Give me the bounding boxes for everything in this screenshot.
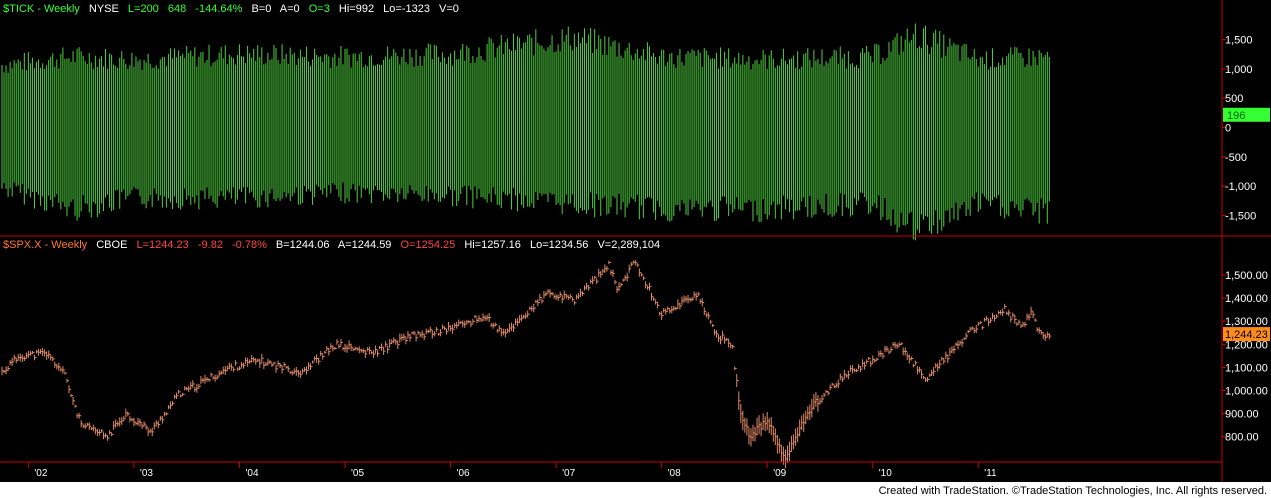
spx-ytick-label: 1,200.00 [1225,339,1268,351]
tick-last: L=200 [127,3,159,15]
tick-ytick-label: 1,500 [1225,35,1253,47]
tick-high: Hi=992 [338,3,375,15]
tick-ytick-label: -500 [1225,152,1247,164]
spx-ytick-label: 1,300.00 [1225,316,1268,328]
spx-last-badge [1223,327,1270,342]
spx-change: -9.82 [197,239,223,251]
spx-ytick-label: 1,100.00 [1225,362,1268,374]
x-tick-label: '05 [351,468,364,479]
x-tick-label: '11 [984,468,997,479]
spx-ask: A=1244.59 [337,239,392,251]
tick-header: $TICK - Weekly NYSE L=200 648 -144.64% B… [3,3,465,15]
spx-last: L=1244.23 [136,239,189,251]
spx-ytick-label: 1,500.00 [1225,270,1268,282]
tick-last-label: 196 [1227,110,1245,122]
spx-exchange: CBOE [96,239,128,251]
tick-ask: A=0 [279,3,300,15]
spx-ytick-label: 1,400.00 [1225,293,1268,305]
x-tick-label: '09 [773,468,786,479]
x-tick-label: '06 [457,468,470,479]
x-tick-label: '04 [245,468,258,479]
spx-volume: V=2,289,104 [597,239,661,251]
spx-bid: B=1244.06 [275,239,330,251]
x-tick-label: '07 [562,468,575,479]
tick-exchange: NYSE [88,3,119,15]
x-tick-label: '03 [140,468,153,479]
spx-open: O=1254.25 [400,239,456,251]
tick-volume: V=0 [439,3,459,15]
footer-credit: Created with TradeStation. ©TradeStation… [878,485,1267,497]
spx-symbol: $SPX.X - Weekly [3,239,88,251]
spx-high: Hi=1257.16 [464,239,521,251]
tick-change: 648 [167,3,187,15]
spx-ytick-label: 800.00 [1225,432,1259,444]
x-tick-label: '08 [668,468,681,479]
tick-ytick-label: -1,500 [1225,210,1256,222]
tick-ytick-label: -1,000 [1225,181,1256,193]
tick-bid: B=0 [251,3,272,15]
axes-group: 1,500 1,000 500 0 -500 -1,000 -1,500 1,500.00 1,… [0,0,1271,482]
x-tick-label: '02 [34,468,47,479]
spx-low: Lo=1234.56 [529,239,589,251]
tick-bars-group [1,23,1050,241]
spx-ytick-label: 900.00 [1225,409,1259,421]
spx-ytick-label: 1,000.00 [1225,385,1268,397]
tick-open: O=3 [308,3,330,15]
tick-ytick-label: 1,000 [1225,64,1253,76]
spx-header: $SPX.X - Weekly CBOE L=1244.23 -9.82 -0.… [3,239,666,251]
spx-pct: -0.78% [232,239,267,251]
tick-symbol: $TICK - Weekly [3,3,80,15]
footer-bar [0,482,1271,498]
spx-last-label: 1,244.23 [1225,329,1268,341]
tick-ytick-label: 500 [1225,93,1243,105]
tick-pct: -144.64% [195,3,243,15]
tick-low: Lo=-1323 [383,3,430,15]
spx-bars-group [1,259,1052,469]
x-tick-label: '10 [879,468,892,479]
tick-last-badge [1223,107,1270,122]
tick-ytick-label: 0 [1225,123,1231,135]
